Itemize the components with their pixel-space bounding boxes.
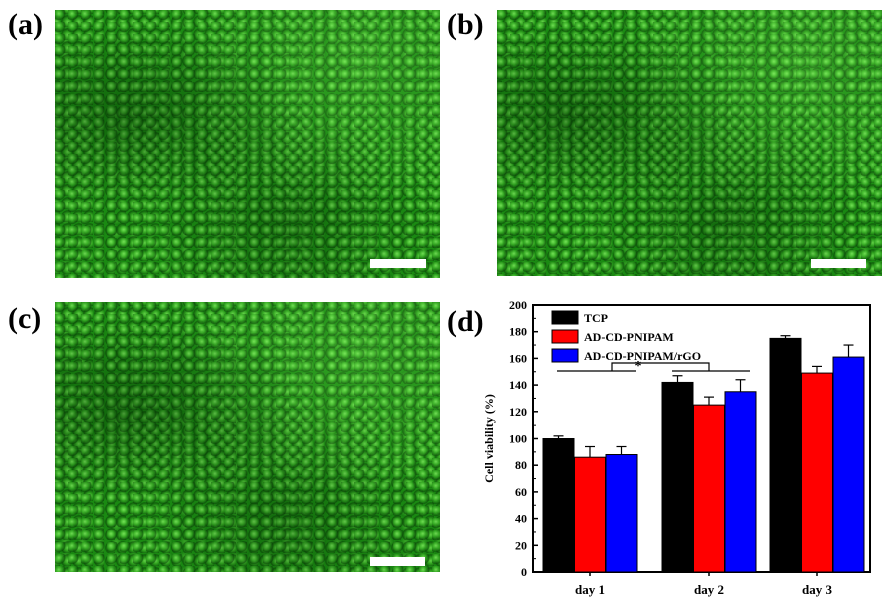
y-tick-label: 40 [515,512,527,526]
bar [801,372,833,573]
y-tick-label: 20 [515,538,527,552]
bar [605,454,638,573]
y-tick-label: 160 [509,351,527,365]
bar [724,391,757,573]
y-tick-label: 200 [509,298,527,312]
fluorescence-image-a [55,10,440,278]
panel-label-b: (b) [447,8,484,41]
panel-label-d: (d) [447,305,484,338]
legend-swatch [551,310,579,325]
bar [769,337,802,573]
y-tick-label: 100 [509,432,527,446]
y-tick-label: 120 [509,405,527,419]
x-tick-label: day 3 [802,582,832,597]
fluorescence-image-c [55,302,440,572]
legend-swatch [551,348,579,363]
y-tick-label: 180 [509,325,527,339]
y-tick-label: 60 [515,485,527,499]
panel-label-a: (a) [8,8,43,41]
legend-swatch [551,329,579,344]
scale-bar-c [370,557,425,566]
legend-label: TCP [584,311,608,325]
y-axis-label: Cell viability (%) [482,394,496,483]
legend-label: AD-CD-PNIPAM/rGO [584,349,701,363]
bar [542,438,575,573]
x-tick-label: day 2 [694,582,724,597]
bar [693,404,725,573]
x-tick-label: day 1 [575,582,605,597]
significance-bracket [611,362,710,371]
panel-label-c: (c) [8,302,42,335]
y-tick-label: 140 [509,378,527,392]
y-tick-label: 0 [521,565,527,579]
legend-label: AD-CD-PNIPAM [584,330,674,344]
scale-bar-a [370,259,426,268]
bar [574,456,606,573]
significance-star: * [635,359,642,374]
fluorescence-image-b [497,10,882,276]
y-tick-label: 80 [515,458,527,472]
bar [661,381,694,573]
bar [832,356,865,573]
scale-bar-b [811,259,866,268]
